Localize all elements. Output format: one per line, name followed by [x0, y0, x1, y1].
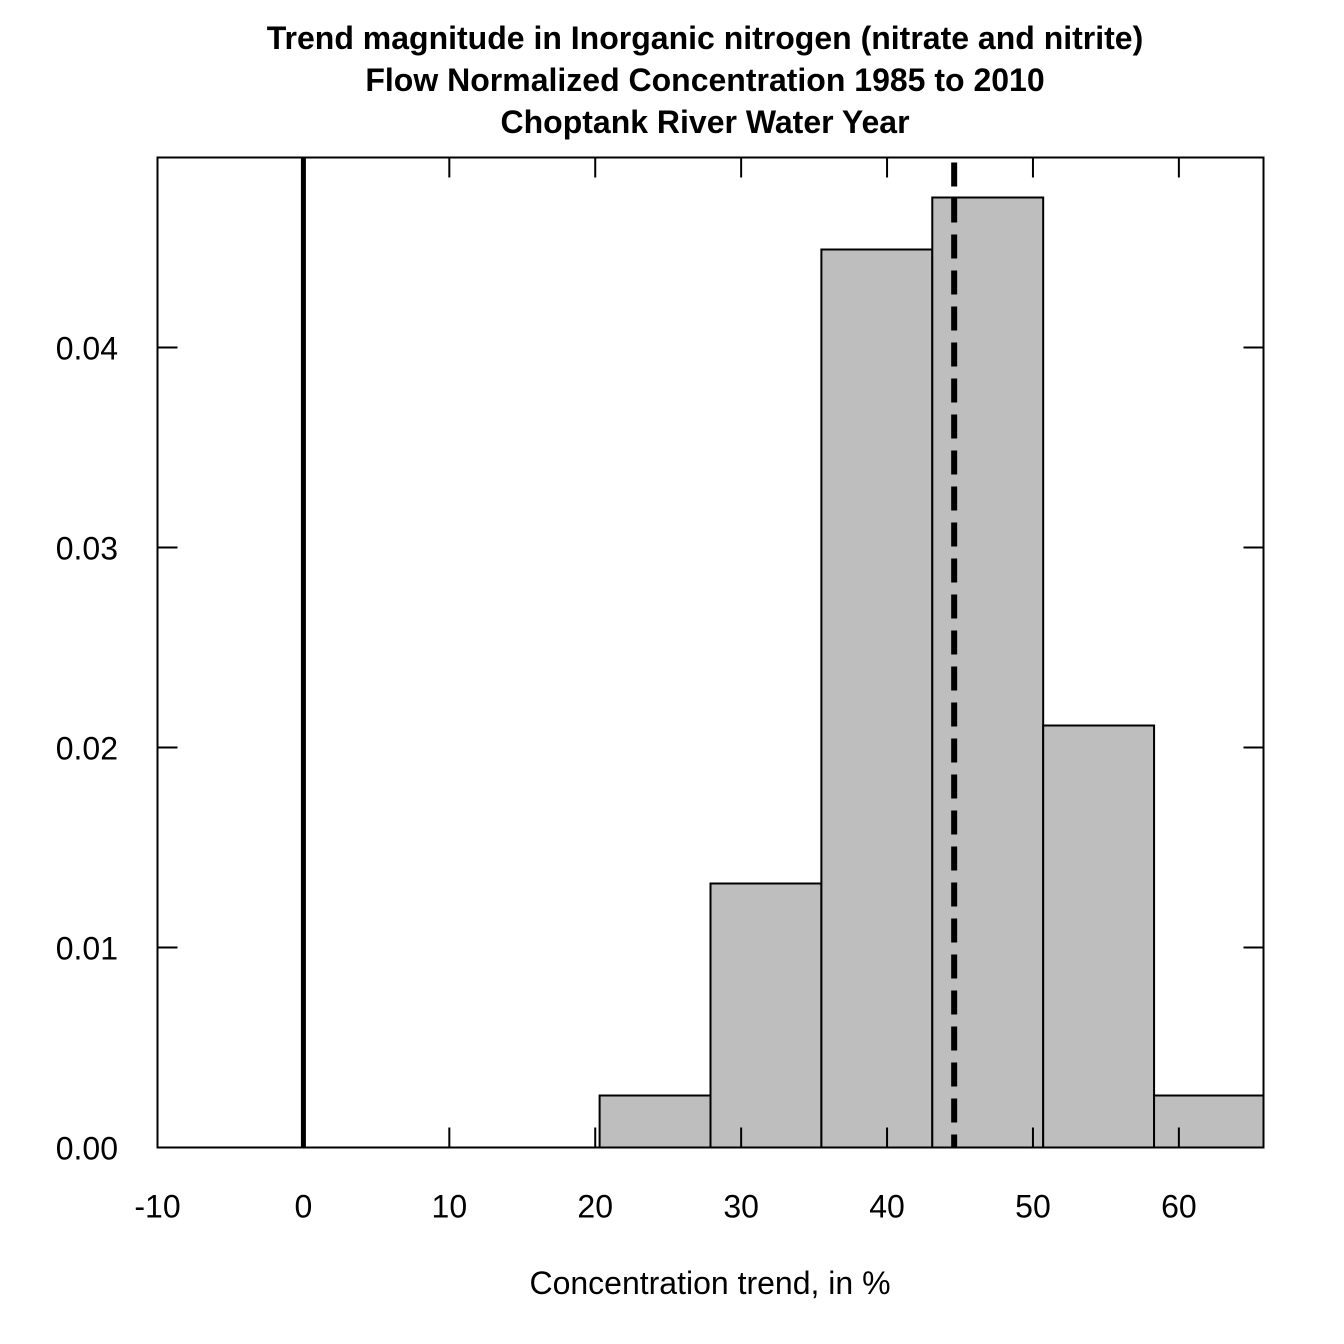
- y-tick-label: 0.00: [56, 1131, 118, 1167]
- y-tick-label: 0.02: [56, 731, 118, 767]
- x-tick-label: 50: [1015, 1189, 1051, 1225]
- histogram-bar: [709, 882, 823, 1149]
- x-tick-label: 20: [577, 1189, 613, 1225]
- histogram-bar: [598, 1094, 712, 1149]
- histogram-bar: [1042, 724, 1156, 1149]
- histogram-bar: [1153, 1094, 1265, 1149]
- plot-frame: [156, 156, 1265, 1149]
- chart-title-line-1: Trend magnitude in Inorganic nitrogen (n…: [266, 20, 1144, 56]
- x-tick-label: 30: [723, 1189, 759, 1225]
- histogram-bar: [931, 196, 1045, 1149]
- x-tick-label: 0: [295, 1189, 313, 1225]
- y-tick-label: 0.03: [56, 531, 118, 567]
- x-tick-label: 40: [869, 1189, 905, 1225]
- x-axis-label: Concentration trend, in %: [529, 1265, 890, 1301]
- x-tick-label: 60: [1161, 1189, 1197, 1225]
- chart-title-line-3: Choptank River Water Year: [500, 104, 910, 140]
- y-tick-label: 0.01: [56, 931, 118, 967]
- chart-title-line-2: Flow Normalized Concentration 1985 to 20…: [365, 62, 1045, 98]
- x-tick-label: -10: [134, 1189, 180, 1225]
- y-tick-label: 0.04: [56, 331, 118, 367]
- histogram-bar: [820, 248, 934, 1149]
- x-tick-label: 10: [432, 1189, 468, 1225]
